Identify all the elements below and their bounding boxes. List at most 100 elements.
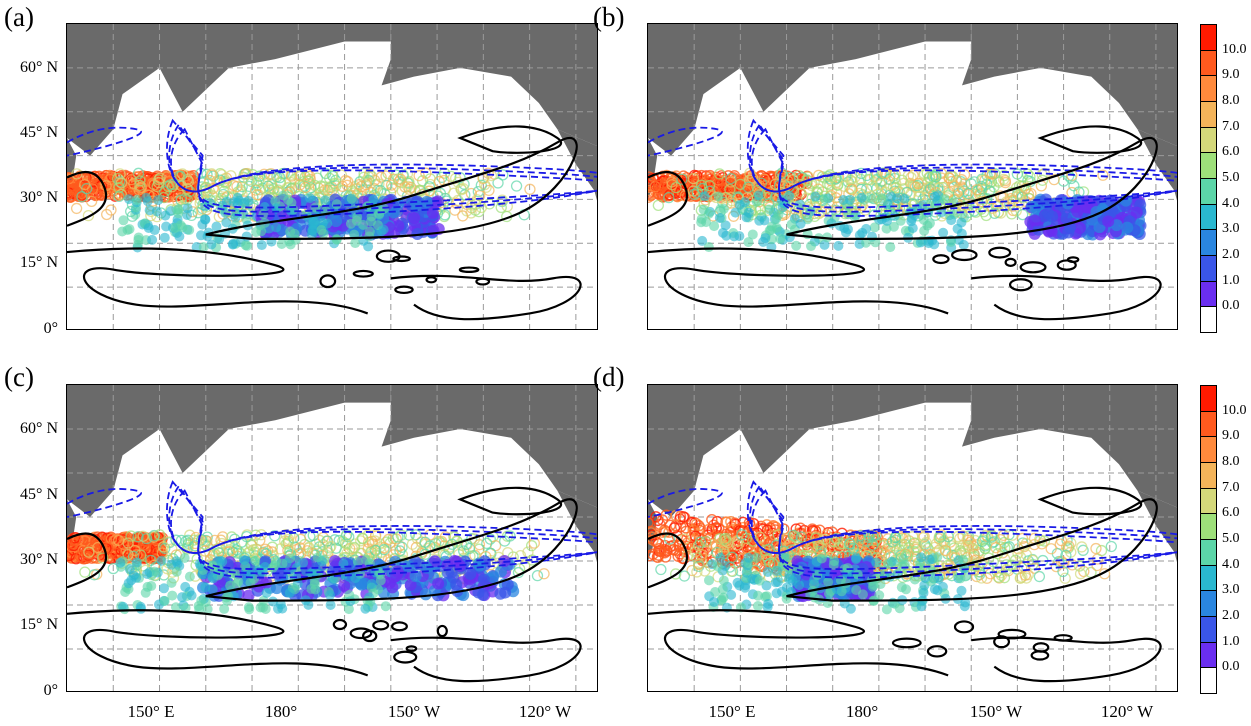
land-north-america-coast xyxy=(1137,490,1177,563)
trajectory-marker xyxy=(918,169,930,181)
trajectory-marker xyxy=(329,555,342,568)
jet-contour xyxy=(168,484,597,575)
trajectory-marker xyxy=(733,523,745,536)
trajectory-marker xyxy=(380,601,391,612)
trajectory-marker xyxy=(943,172,955,184)
trajectory-marker xyxy=(76,191,88,203)
trajectory-marker xyxy=(409,570,422,583)
trajectory-marker xyxy=(352,556,363,567)
trajectory-marker xyxy=(330,542,342,554)
land-north-america xyxy=(961,24,1177,146)
trajectory-marker xyxy=(191,241,202,252)
contour-solid xyxy=(205,498,578,602)
trajectory-marker xyxy=(362,529,374,541)
trajectory-marker xyxy=(791,532,803,544)
trajectory-marker xyxy=(228,197,239,208)
trajectory-marker xyxy=(980,538,992,551)
trajectory-marker xyxy=(221,217,232,228)
trajectory-marker xyxy=(424,529,436,541)
trajectory-marker xyxy=(886,191,897,202)
trajectory-marker xyxy=(655,545,667,558)
trajectory-marker xyxy=(717,227,728,238)
trajectory-marker xyxy=(317,539,329,551)
trajectory-marker xyxy=(331,199,342,210)
trajectory-marker xyxy=(142,568,153,579)
trajectory-marker xyxy=(157,541,170,553)
trajectory-marker xyxy=(83,546,95,558)
trajectory-marker xyxy=(179,553,190,564)
trajectory-marker xyxy=(945,237,956,248)
trajectory-marker xyxy=(202,604,213,615)
trajectory-marker xyxy=(754,215,765,226)
trajectory-marker xyxy=(711,179,724,191)
trajectory-marker xyxy=(239,555,250,566)
trajectory-marker xyxy=(477,573,490,586)
trajectory-marker xyxy=(139,539,152,551)
trajectory-marker xyxy=(946,215,957,226)
trajectory-marker xyxy=(874,179,887,191)
trajectory-marker xyxy=(190,531,202,544)
trajectory-marker xyxy=(726,551,738,563)
trajectory-marker xyxy=(449,204,461,216)
trajectory-marker xyxy=(790,523,802,535)
trajectory-marker xyxy=(301,168,313,180)
trajectory-marker xyxy=(251,226,262,237)
trajectory-marker xyxy=(325,590,336,601)
trajectory-marker xyxy=(114,168,126,180)
trajectory-marker xyxy=(423,181,436,193)
trajectory-marker xyxy=(786,219,797,230)
trajectory-marker xyxy=(969,188,982,200)
jet-contour xyxy=(749,123,1177,213)
trajectory-marker xyxy=(743,237,754,248)
trajectory-marker xyxy=(993,572,1005,584)
trajectory-marker xyxy=(286,197,297,208)
trajectory-marker xyxy=(771,213,782,224)
trajectory-marker xyxy=(324,542,336,554)
contour-solid xyxy=(786,136,1158,241)
trajectory-marker xyxy=(133,232,144,243)
trajectory-marker xyxy=(240,240,251,251)
trajectory-marker xyxy=(879,167,891,180)
trajectory-marker xyxy=(385,179,398,191)
trajectory-marker xyxy=(230,207,241,218)
trajectory-marker xyxy=(861,169,873,182)
jet-contour xyxy=(67,126,142,157)
land-north-america xyxy=(961,385,1177,508)
trajectory-marker xyxy=(113,182,125,194)
trajectory-marker xyxy=(243,195,254,206)
land-asia xyxy=(67,24,391,156)
trajectory-marker xyxy=(494,587,507,600)
trajectory-marker xyxy=(764,204,775,215)
trajectory-marker xyxy=(413,170,425,182)
trajectory-marker xyxy=(132,167,145,179)
trajectory-marker xyxy=(652,199,664,212)
trajectory-marker xyxy=(939,194,950,205)
trajectory-marker xyxy=(123,578,134,589)
trajectory-marker xyxy=(663,191,675,204)
trajectory-marker xyxy=(336,180,349,192)
contour-solid xyxy=(67,532,108,589)
trajectory-marker xyxy=(483,184,495,197)
trajectory-marker xyxy=(693,520,705,532)
trajectory-marker xyxy=(706,513,718,526)
trajectory-marker xyxy=(394,173,407,185)
trajectory-marker xyxy=(243,602,254,613)
trajectory-marker xyxy=(844,182,856,195)
trajectory-marker xyxy=(315,186,327,198)
trajectory-marker xyxy=(525,540,538,552)
trajectory-marker xyxy=(330,215,343,228)
trajectory-marker xyxy=(283,533,295,546)
trajectory-marker xyxy=(833,240,844,251)
trajectory-marker xyxy=(888,221,899,232)
trajectory-marker xyxy=(142,196,153,207)
trajectory-marker xyxy=(148,179,160,191)
trajectory-marker xyxy=(200,582,211,593)
trajectory-marker xyxy=(387,173,400,185)
trajectory-marker xyxy=(182,534,194,546)
trajectory-marker xyxy=(142,581,153,592)
trajectory-marker xyxy=(528,537,540,549)
contour-solid xyxy=(67,609,369,677)
trajectory-marker xyxy=(375,575,386,586)
contour-solid xyxy=(971,274,1162,321)
trajectory-marker xyxy=(724,183,736,196)
